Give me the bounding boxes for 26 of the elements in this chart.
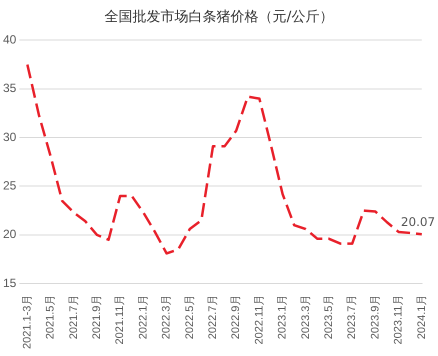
x-tick-label: 2023.1月 [276,294,289,340]
chart-title: 全国批发市场白条猪价格（元/公斤） [104,8,334,26]
x-tick-label: 2023.5月 [323,294,336,340]
x-tick-label: 2023.3月 [300,294,312,340]
x-tick-label: 2022.7月 [207,294,220,340]
x-tick-label: 2021.11月 [114,294,126,345]
x-tick-label: 2023.9月 [369,294,382,340]
y-tick-label: 30 [2,130,17,144]
y-tick-label: 15 [2,276,17,290]
x-tick-label: 2023.7月 [346,294,358,340]
x-tick-label: 2023.11月 [392,294,405,345]
x-tick-label: 2021.9月 [90,294,103,340]
x-tick-label: 2022.9月 [230,294,242,340]
x-tick-label: 2022.11月 [253,294,266,345]
y-tick-label: 20 [2,227,17,242]
y-tick-label: 40 [2,32,17,47]
x-tick-label: 2022.1月 [137,294,150,340]
x-tick-label: 2022.3月 [160,294,173,340]
x-tick-label: 2021.7月 [68,294,80,340]
x-tick-label: 2022.5月 [184,294,196,340]
data-label: 20.07 [400,215,436,230]
x-tick-label: 2024.1月 [416,294,428,340]
y-tick-label: 35 [2,81,17,96]
x-tick-label: 2021.1-3月 [21,294,34,350]
y-tick-label: 25 [2,178,17,193]
x-tick-label: 2021.5月 [44,294,57,340]
